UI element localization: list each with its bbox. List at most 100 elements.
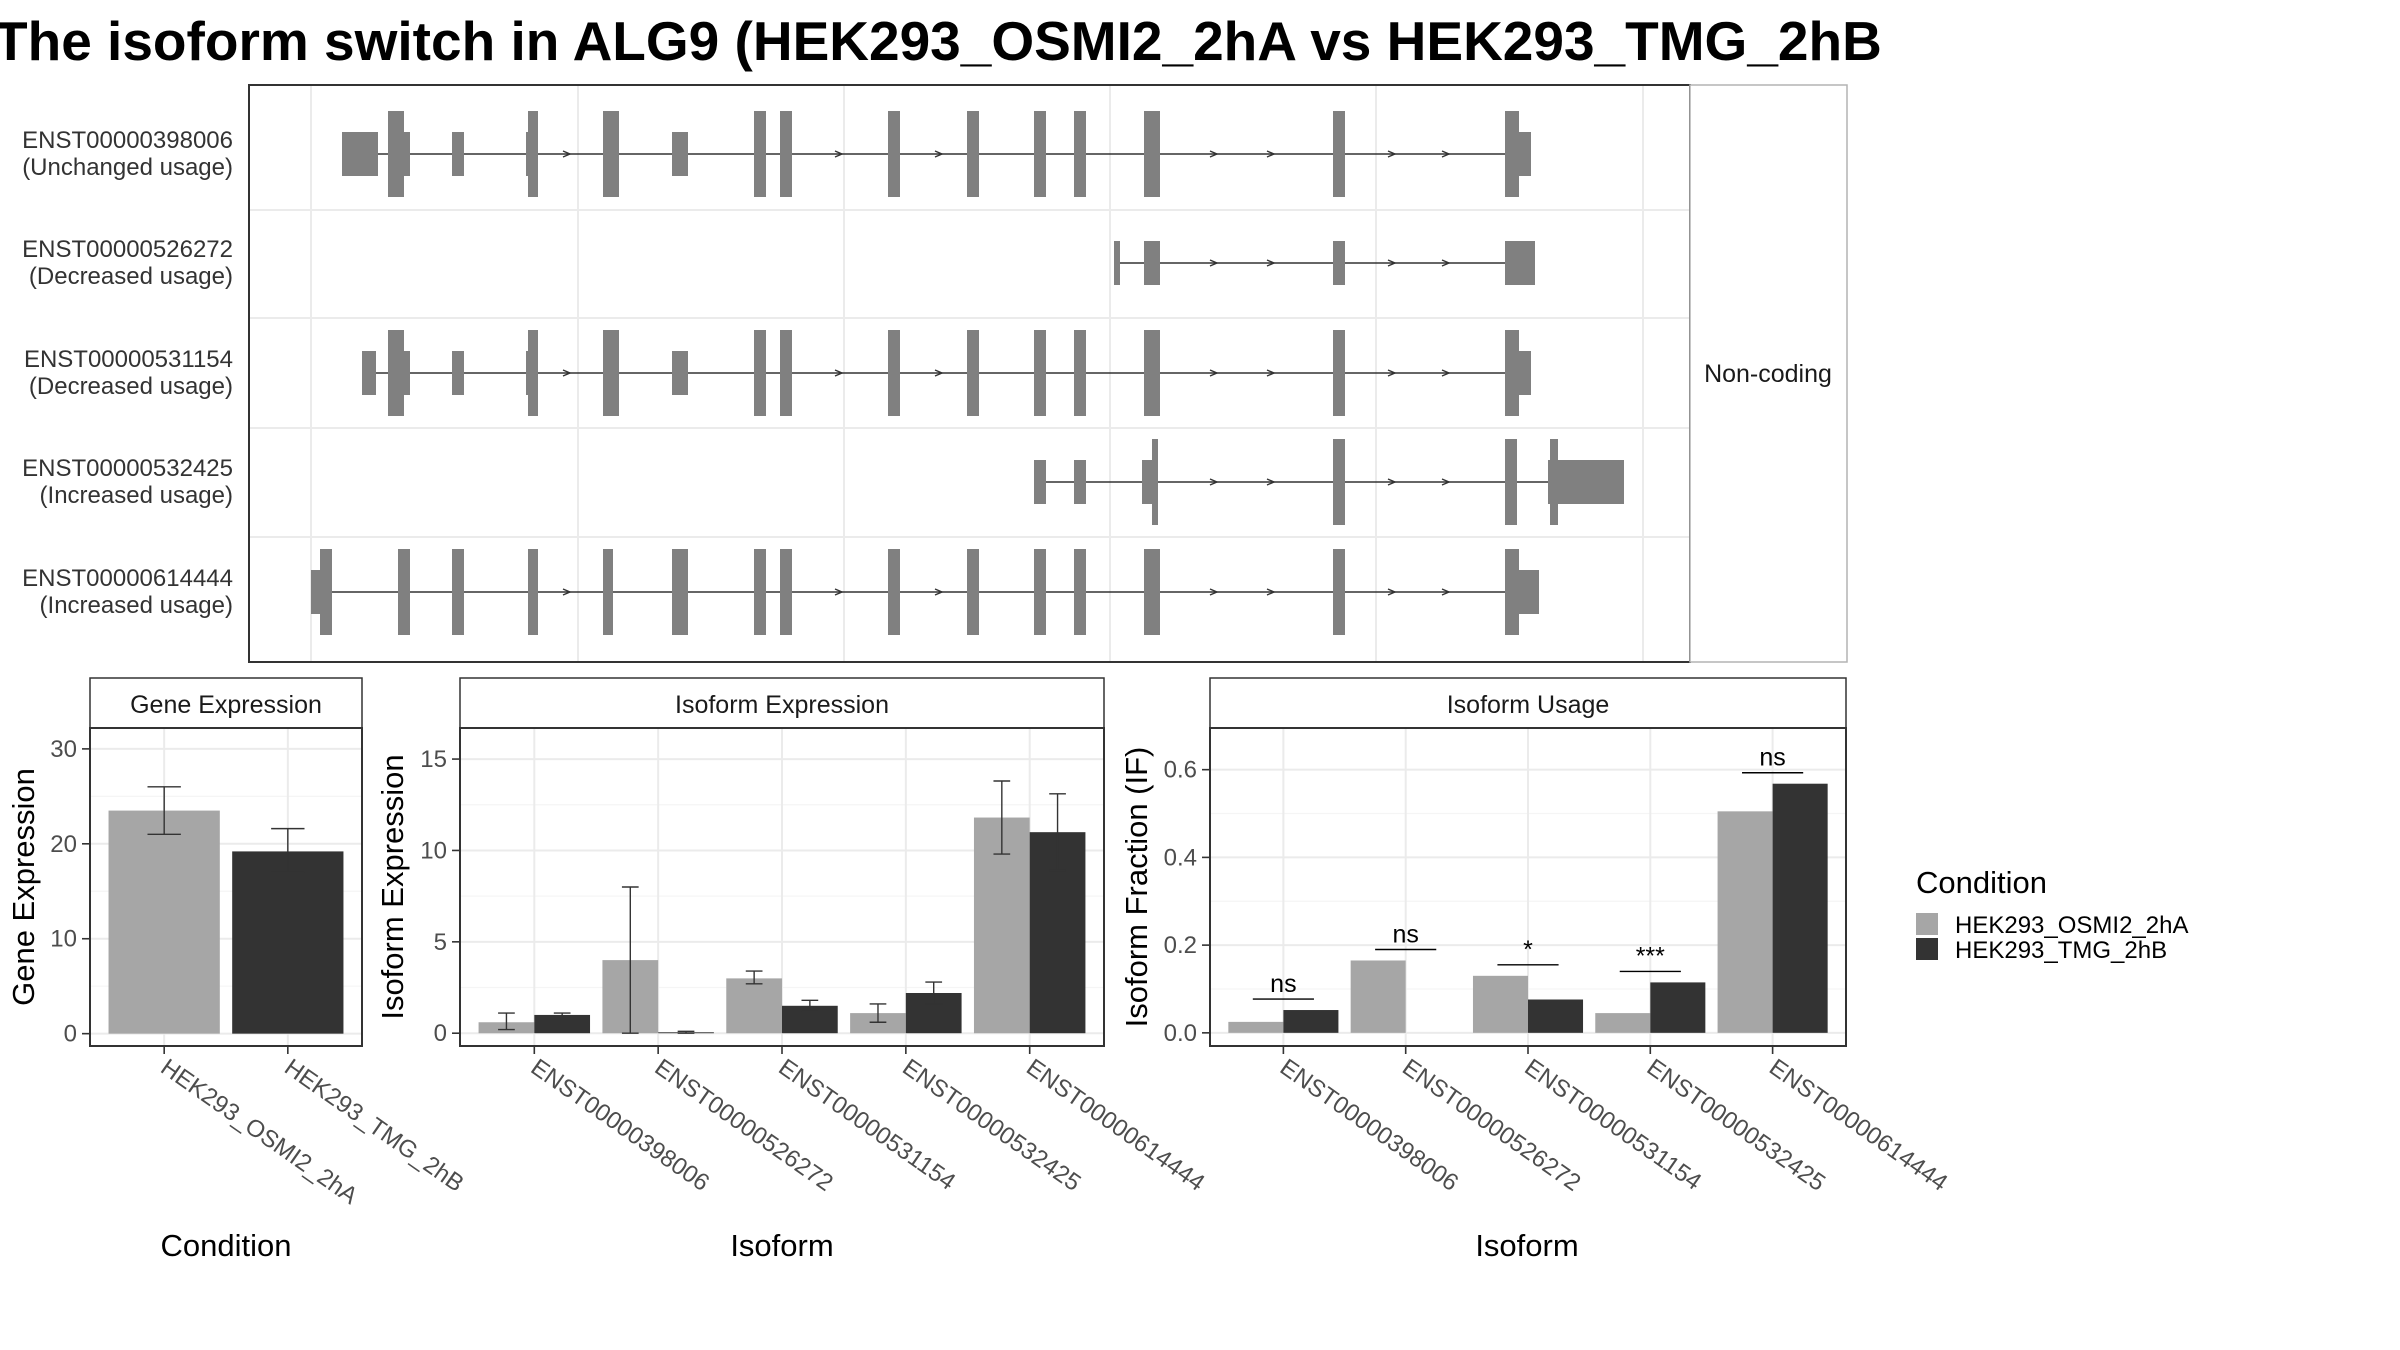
exon-block xyxy=(1519,570,1539,614)
y-tick-label: 0.6 xyxy=(1164,757,1197,784)
intron-direction-arrow xyxy=(1209,588,1219,596)
structure-side-strip xyxy=(1689,84,1848,663)
exon-block xyxy=(1333,241,1345,285)
exon-block xyxy=(362,351,376,395)
exon-block xyxy=(452,132,464,176)
exon-block xyxy=(1074,330,1086,416)
legend-title: Condition xyxy=(1916,865,2047,900)
significance-label: *** xyxy=(1636,942,1665,970)
exon-block xyxy=(388,111,404,197)
isoform-structure-panel: Non-coding ENST00000398006(Unchanged usag… xyxy=(22,84,1848,663)
bar xyxy=(534,1014,591,1034)
bar xyxy=(108,810,220,1034)
y-tick-label: 0 xyxy=(434,1020,447,1047)
exon-block xyxy=(967,549,979,635)
bar xyxy=(1650,982,1706,1033)
intron-direction-arrow xyxy=(1266,369,1276,377)
isoform-usage-label: (Decreased usage) xyxy=(29,263,233,290)
exon-block xyxy=(388,330,404,416)
intron-direction-arrow xyxy=(1209,259,1219,267)
isoform-id-label: ENST00000531154 xyxy=(24,346,233,373)
y-tick-label: 0.4 xyxy=(1164,844,1197,871)
intron-direction-arrow xyxy=(834,150,844,158)
panel-border xyxy=(89,727,363,1047)
intron-direction-arrow xyxy=(934,369,944,377)
exon-block xyxy=(1034,330,1046,416)
intron-direction-arrow xyxy=(1387,259,1397,267)
intron-direction-arrow xyxy=(1441,478,1451,486)
bar xyxy=(850,1013,906,1034)
exon-block xyxy=(672,351,688,395)
panel-strip xyxy=(459,677,1105,729)
exon-block xyxy=(780,330,792,416)
exon-block xyxy=(1519,132,1531,176)
intron-direction-arrow xyxy=(1266,478,1276,486)
significance-label: ns xyxy=(1759,744,1785,772)
y-axis-title: Gene Expression xyxy=(6,768,41,1006)
exon-block xyxy=(1034,111,1046,197)
exon-block xyxy=(1333,330,1345,416)
exon-block xyxy=(603,330,619,416)
intron-direction-arrow xyxy=(834,588,844,596)
intron-direction-arrow xyxy=(1209,369,1219,377)
exon-block xyxy=(888,549,900,635)
exon-block xyxy=(1505,330,1519,416)
y-tick-label: 15 xyxy=(420,746,447,773)
exon-block xyxy=(888,330,900,416)
intron-direction-arrow xyxy=(1387,478,1397,486)
intron-direction-arrow xyxy=(1441,588,1451,596)
y-tick-label: 10 xyxy=(420,837,447,864)
exon-block xyxy=(780,111,792,197)
exon-block xyxy=(398,549,410,635)
panel-strip xyxy=(1209,677,1847,729)
significance-label: ns xyxy=(1392,921,1418,949)
exon-block xyxy=(1505,111,1519,197)
exon-block xyxy=(1505,241,1535,285)
exon-block xyxy=(320,549,332,635)
isoform-usage-label: (Unchanged usage) xyxy=(22,154,233,181)
intron-direction-arrow xyxy=(562,588,572,596)
exon-block xyxy=(1333,111,1345,197)
isoform-id-label: ENST00000614444 xyxy=(22,565,233,592)
panel-strip-title: Gene Expression xyxy=(130,691,322,719)
exon-block xyxy=(1034,460,1046,504)
exon-block xyxy=(754,330,766,416)
bar xyxy=(1472,975,1528,1033)
exon-block xyxy=(1152,439,1158,525)
exon-block xyxy=(528,330,538,416)
isoform-id-label: ENST00000398006 xyxy=(22,127,233,154)
exon-block xyxy=(1505,549,1519,635)
exon-block xyxy=(780,549,792,635)
intron-direction-arrow xyxy=(1441,150,1451,158)
legend-item-label: HEK293_TMG_2hB xyxy=(1955,937,2167,964)
isoform-usage-label: (Increased usage) xyxy=(40,592,233,619)
y-tick-label: 10 xyxy=(50,926,77,953)
structure-side-label: Non-coding xyxy=(1704,360,1832,388)
exon-block xyxy=(1333,549,1345,635)
intron-direction-arrow xyxy=(934,588,944,596)
y-axis-title: Isoform Expression xyxy=(375,754,410,1019)
exon-block xyxy=(1144,330,1160,416)
exon-block xyxy=(1074,549,1086,635)
panel-strip-title: Isoform Expression xyxy=(675,691,889,719)
y-tick-label: 0.2 xyxy=(1164,932,1197,959)
bar xyxy=(1283,1010,1339,1033)
bar xyxy=(726,978,782,1034)
exon-block xyxy=(1074,460,1086,504)
exon-block xyxy=(1074,111,1086,197)
intron-direction-arrow xyxy=(834,369,844,377)
exon-block xyxy=(754,549,766,635)
bar xyxy=(1350,960,1406,1033)
legend-swatch xyxy=(1916,913,1938,935)
exon-block xyxy=(672,132,688,176)
bar xyxy=(1717,811,1773,1033)
y-tick-label: 30 xyxy=(50,736,77,763)
x-axis-title: Isoform xyxy=(730,1228,833,1263)
exon-block xyxy=(528,549,538,635)
y-axis-title: Isoform Fraction (IF) xyxy=(1119,747,1154,1028)
y-tick-label: 0 xyxy=(64,1021,77,1048)
bar xyxy=(1772,783,1828,1033)
intron-direction-arrow xyxy=(1209,478,1219,486)
bar xyxy=(1228,1021,1284,1033)
